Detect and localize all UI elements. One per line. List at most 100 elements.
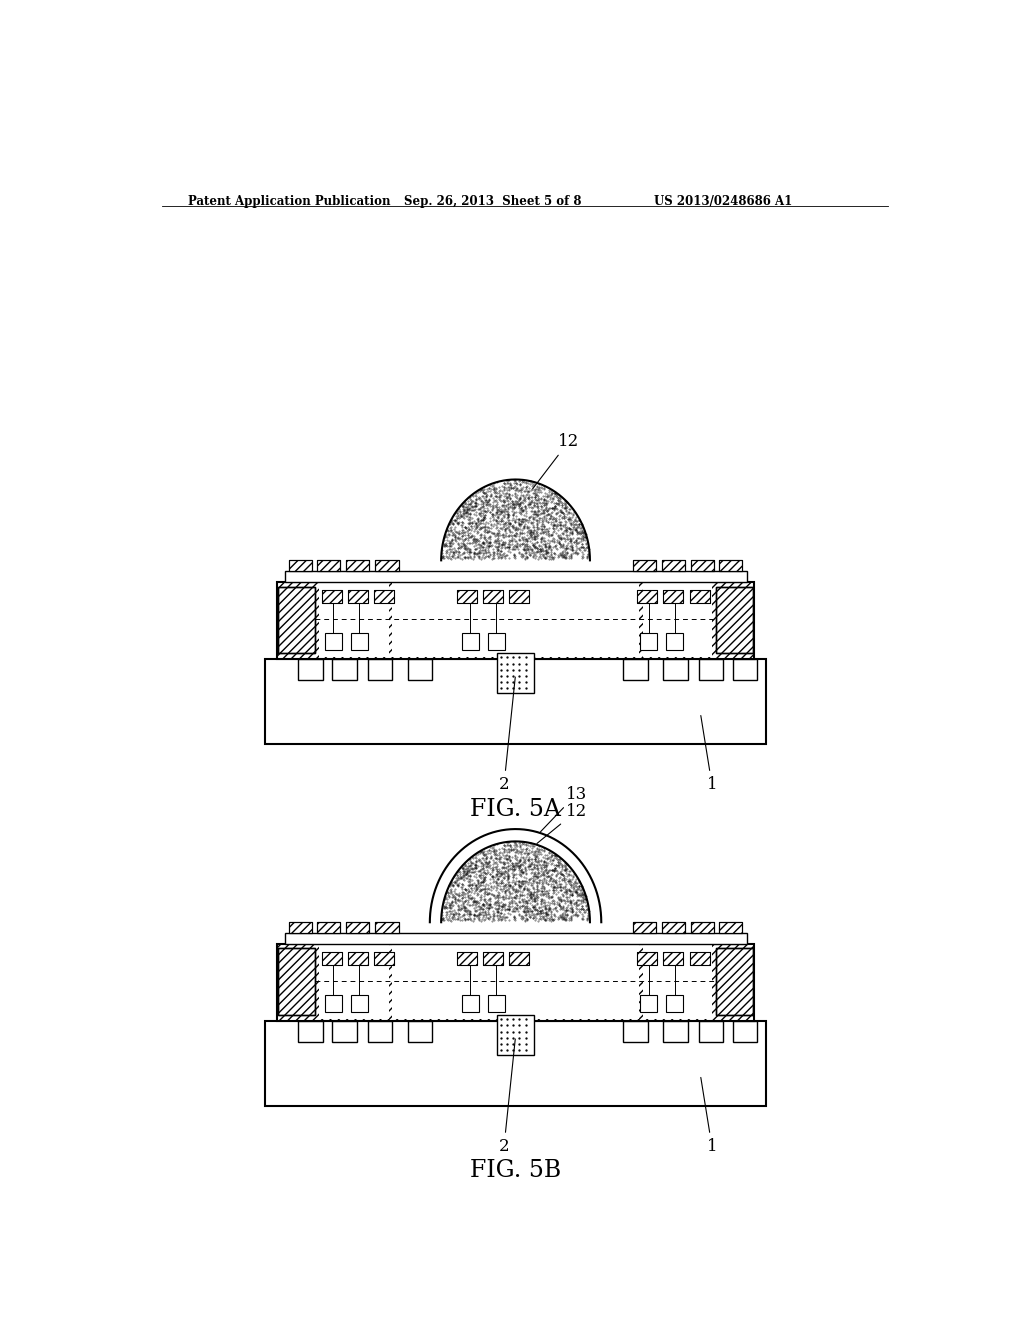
Text: 1: 1 xyxy=(700,1077,717,1155)
Bar xyxy=(285,572,746,582)
Bar xyxy=(689,952,710,965)
Bar xyxy=(351,995,368,1011)
Bar xyxy=(316,923,340,933)
Bar xyxy=(346,923,370,933)
Bar xyxy=(346,561,370,572)
Bar xyxy=(667,995,683,1011)
Bar xyxy=(392,945,639,1019)
Bar xyxy=(346,561,370,572)
Bar xyxy=(662,923,685,933)
Bar xyxy=(509,590,529,603)
Bar xyxy=(374,590,394,603)
Bar xyxy=(316,561,340,572)
Bar xyxy=(733,659,758,681)
Bar xyxy=(640,632,657,649)
Text: 1: 1 xyxy=(700,715,717,793)
Text: US 2013/0248686 A1: US 2013/0248686 A1 xyxy=(654,195,793,209)
Bar xyxy=(716,949,753,1015)
Bar xyxy=(325,632,342,649)
Bar xyxy=(643,945,712,1019)
Bar xyxy=(624,659,648,681)
Bar xyxy=(497,653,535,693)
Bar xyxy=(279,586,315,653)
Bar xyxy=(462,632,478,649)
Text: Sep. 26, 2013  Sheet 5 of 8: Sep. 26, 2013 Sheet 5 of 8 xyxy=(403,195,582,209)
Bar xyxy=(368,659,392,681)
Bar xyxy=(487,995,505,1011)
Bar xyxy=(483,952,503,965)
Bar xyxy=(333,659,357,681)
Bar xyxy=(279,949,315,1015)
Bar xyxy=(376,923,398,933)
Bar xyxy=(457,952,477,965)
Bar xyxy=(487,632,505,649)
Bar xyxy=(637,952,657,965)
Bar xyxy=(325,995,342,1011)
Bar xyxy=(633,923,655,933)
Bar xyxy=(664,1020,688,1043)
Bar xyxy=(346,923,370,933)
Bar xyxy=(509,590,529,603)
Bar xyxy=(457,590,477,603)
Text: 12: 12 xyxy=(532,433,580,488)
Bar xyxy=(633,923,655,933)
Bar xyxy=(316,923,340,933)
Bar xyxy=(667,632,683,649)
Bar xyxy=(285,933,746,944)
Bar xyxy=(374,952,394,965)
Bar xyxy=(279,586,315,653)
Bar xyxy=(322,590,342,603)
Bar xyxy=(298,1020,323,1043)
Bar xyxy=(719,923,742,933)
Bar xyxy=(719,561,742,572)
Bar xyxy=(483,590,503,603)
Bar xyxy=(298,659,323,681)
Bar xyxy=(691,923,714,933)
Text: Patent Application Publication: Patent Application Publication xyxy=(188,195,391,209)
Bar xyxy=(633,561,655,572)
Bar xyxy=(664,590,683,603)
Bar xyxy=(662,561,685,572)
Bar xyxy=(689,590,710,603)
Bar xyxy=(276,582,755,659)
Bar xyxy=(637,590,657,603)
Bar xyxy=(392,583,639,657)
Bar xyxy=(643,583,712,657)
Text: 12: 12 xyxy=(537,803,587,843)
Bar xyxy=(376,561,398,572)
Bar xyxy=(316,561,340,572)
Bar xyxy=(457,590,477,603)
Bar xyxy=(503,1020,528,1043)
Bar xyxy=(376,923,398,933)
Bar xyxy=(319,583,388,657)
Bar xyxy=(289,923,312,933)
Text: 2: 2 xyxy=(499,677,515,793)
Bar xyxy=(691,561,714,572)
Bar xyxy=(624,1020,648,1043)
Bar xyxy=(322,952,342,965)
Bar xyxy=(279,949,315,1015)
Bar xyxy=(719,923,742,933)
Bar xyxy=(662,923,685,933)
Bar xyxy=(289,923,312,933)
Bar xyxy=(483,952,503,965)
Bar xyxy=(462,995,478,1011)
Bar xyxy=(374,952,394,965)
Bar xyxy=(698,1020,724,1043)
Bar xyxy=(265,1020,766,1106)
Bar xyxy=(265,659,766,743)
Bar xyxy=(689,590,710,603)
Bar xyxy=(716,586,753,653)
Bar xyxy=(716,949,753,1015)
Bar xyxy=(351,632,368,649)
Bar xyxy=(689,952,710,965)
Bar xyxy=(497,1015,535,1055)
Bar xyxy=(640,995,657,1011)
Bar xyxy=(408,659,432,681)
Bar xyxy=(276,944,755,1020)
Bar xyxy=(322,952,342,965)
Bar xyxy=(691,923,714,933)
Bar xyxy=(664,952,683,965)
Text: 2: 2 xyxy=(499,1039,515,1155)
Bar xyxy=(374,590,394,603)
